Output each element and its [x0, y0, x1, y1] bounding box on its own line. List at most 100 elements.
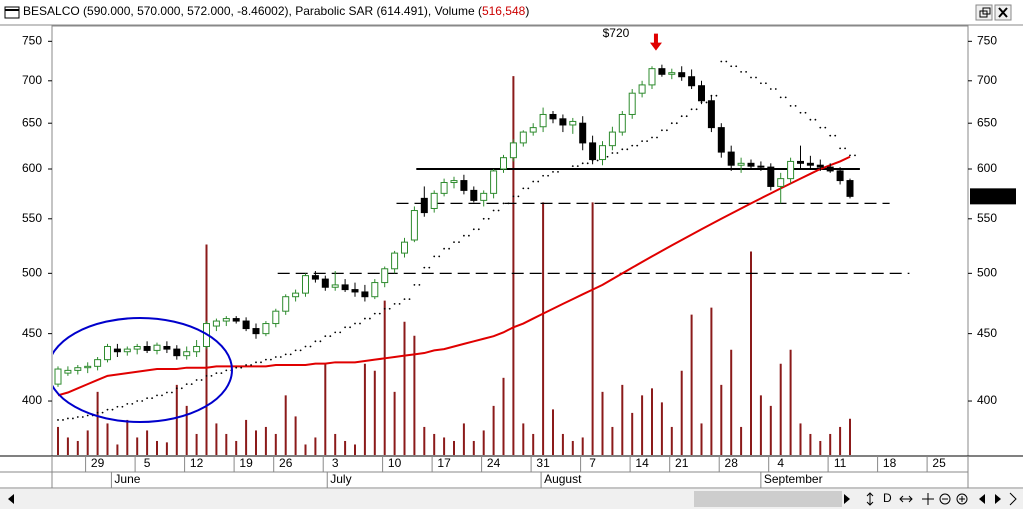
x-tick-label: 3 [332, 456, 339, 470]
candle-body [509, 142, 517, 159]
candle-body [143, 345, 151, 351]
sar-dot [200, 379, 203, 381]
sar-dot [819, 126, 822, 129]
chart-title: BESALCO (590.000, 570.000, 572.000, -8.4… [23, 4, 529, 18]
y-tick-label-right: 400 [977, 393, 997, 407]
y-tick-label: 700 [22, 73, 42, 87]
sar-dot [547, 174, 549, 177]
y-tick-label-right: 750 [977, 33, 997, 47]
sar-dot [740, 70, 742, 73]
sar-dot [774, 88, 777, 90]
candle-body [707, 100, 715, 129]
y-tick-label-right: 500 [977, 266, 997, 280]
scrollbar[interactable] [0, 489, 858, 509]
sar-dot [755, 76, 757, 79]
title-volume: 516,548 [482, 4, 526, 18]
y-tick-label: 650 [22, 115, 42, 129]
sar-dot [260, 361, 262, 364]
sar-dot [809, 118, 812, 121]
candle-body [232, 318, 240, 322]
sar-dot [804, 111, 807, 114]
zoom-horizontal-icon[interactable] [899, 495, 913, 503]
candle-body [133, 345, 141, 350]
sar-dot [265, 358, 267, 361]
candle-body [500, 157, 507, 170]
candle-body [302, 275, 309, 294]
sar-dot [532, 180, 535, 183]
toolbar-d[interactable]: D [883, 491, 892, 505]
candle-body [410, 210, 418, 241]
sar-dot [443, 247, 445, 250]
sar-dot [641, 140, 643, 142]
sar-dot [205, 374, 208, 377]
x-tick-label: 18 [883, 456, 897, 470]
zoom-vertical-icon[interactable] [866, 492, 874, 506]
sar-dot [76, 416, 79, 418]
pan-icon[interactable] [922, 493, 934, 505]
sar-dot [304, 345, 307, 348]
sar-dot [339, 331, 342, 334]
candle-body [757, 165, 765, 168]
sar-dot [586, 162, 589, 165]
sar-dot [581, 162, 584, 165]
sar-dot [829, 134, 832, 137]
candle-body [826, 166, 834, 172]
scroll-left[interactable] [8, 494, 14, 504]
candle-body [84, 365, 92, 369]
candle-body [391, 252, 399, 270]
last-price-box [970, 188, 1016, 205]
sar-dot [616, 152, 619, 154]
candle-body [787, 160, 795, 180]
scroll-thumb[interactable] [694, 491, 842, 507]
x-tick-label: 29 [91, 456, 105, 470]
x-tick-label: 28 [725, 456, 739, 470]
sar-dot [175, 387, 178, 390]
plot-area [54, 60, 910, 455]
candle-body [529, 127, 537, 133]
candle-body [608, 131, 616, 147]
sar-dot [799, 111, 802, 114]
plot-frame [51, 25, 969, 457]
candle-body [737, 162, 745, 166]
step-left[interactable] [979, 494, 985, 504]
sar-dot [146, 397, 149, 400]
y-tick-label: 450 [22, 326, 42, 340]
zoom-out-icon[interactable] [939, 493, 951, 505]
candle-body [797, 160, 804, 164]
sar-dot [621, 148, 624, 151]
x-tick-label: 12 [190, 456, 204, 470]
restore-icon [982, 7, 991, 15]
scroll-right[interactable] [844, 494, 850, 504]
candle-body [648, 68, 656, 86]
sar-dot [378, 312, 381, 315]
sar-dot [834, 134, 837, 137]
sar-dot [542, 174, 544, 177]
x-tick-label: 26 [279, 456, 293, 470]
y-tick-label-right: 700 [977, 73, 997, 87]
sar-dot [101, 411, 104, 414]
zoom-in-icon[interactable] [956, 493, 968, 505]
sar-dot [334, 331, 337, 334]
sar-dot [690, 108, 693, 111]
candle-body [470, 189, 478, 201]
step-right[interactable] [995, 494, 1001, 504]
y-tick-label-right: 600 [977, 161, 997, 175]
candle-body [628, 92, 636, 115]
sar-dot [512, 195, 515, 198]
sar-dot [730, 65, 733, 68]
sar-dot [552, 170, 554, 173]
y-tick-label: 500 [22, 266, 42, 280]
sar-dot [567, 168, 569, 170]
sar-dot [433, 255, 436, 258]
sar-dot [695, 108, 698, 111]
candle-body [262, 323, 270, 335]
candle-body [341, 284, 349, 291]
sar-dot [373, 312, 376, 315]
y-tick-label: 400 [22, 393, 42, 407]
sar-dot [656, 136, 658, 139]
candle-body [212, 320, 220, 327]
sar-dot [562, 168, 564, 170]
sar-dot [131, 402, 134, 405]
step-end[interactable] [1009, 492, 1017, 506]
candle-body [252, 328, 260, 335]
